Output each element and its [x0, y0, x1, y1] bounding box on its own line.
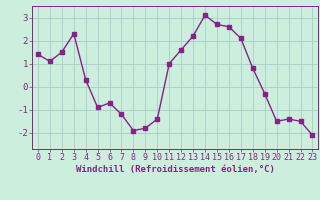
X-axis label: Windchill (Refroidissement éolien,°C): Windchill (Refroidissement éolien,°C)	[76, 165, 275, 174]
